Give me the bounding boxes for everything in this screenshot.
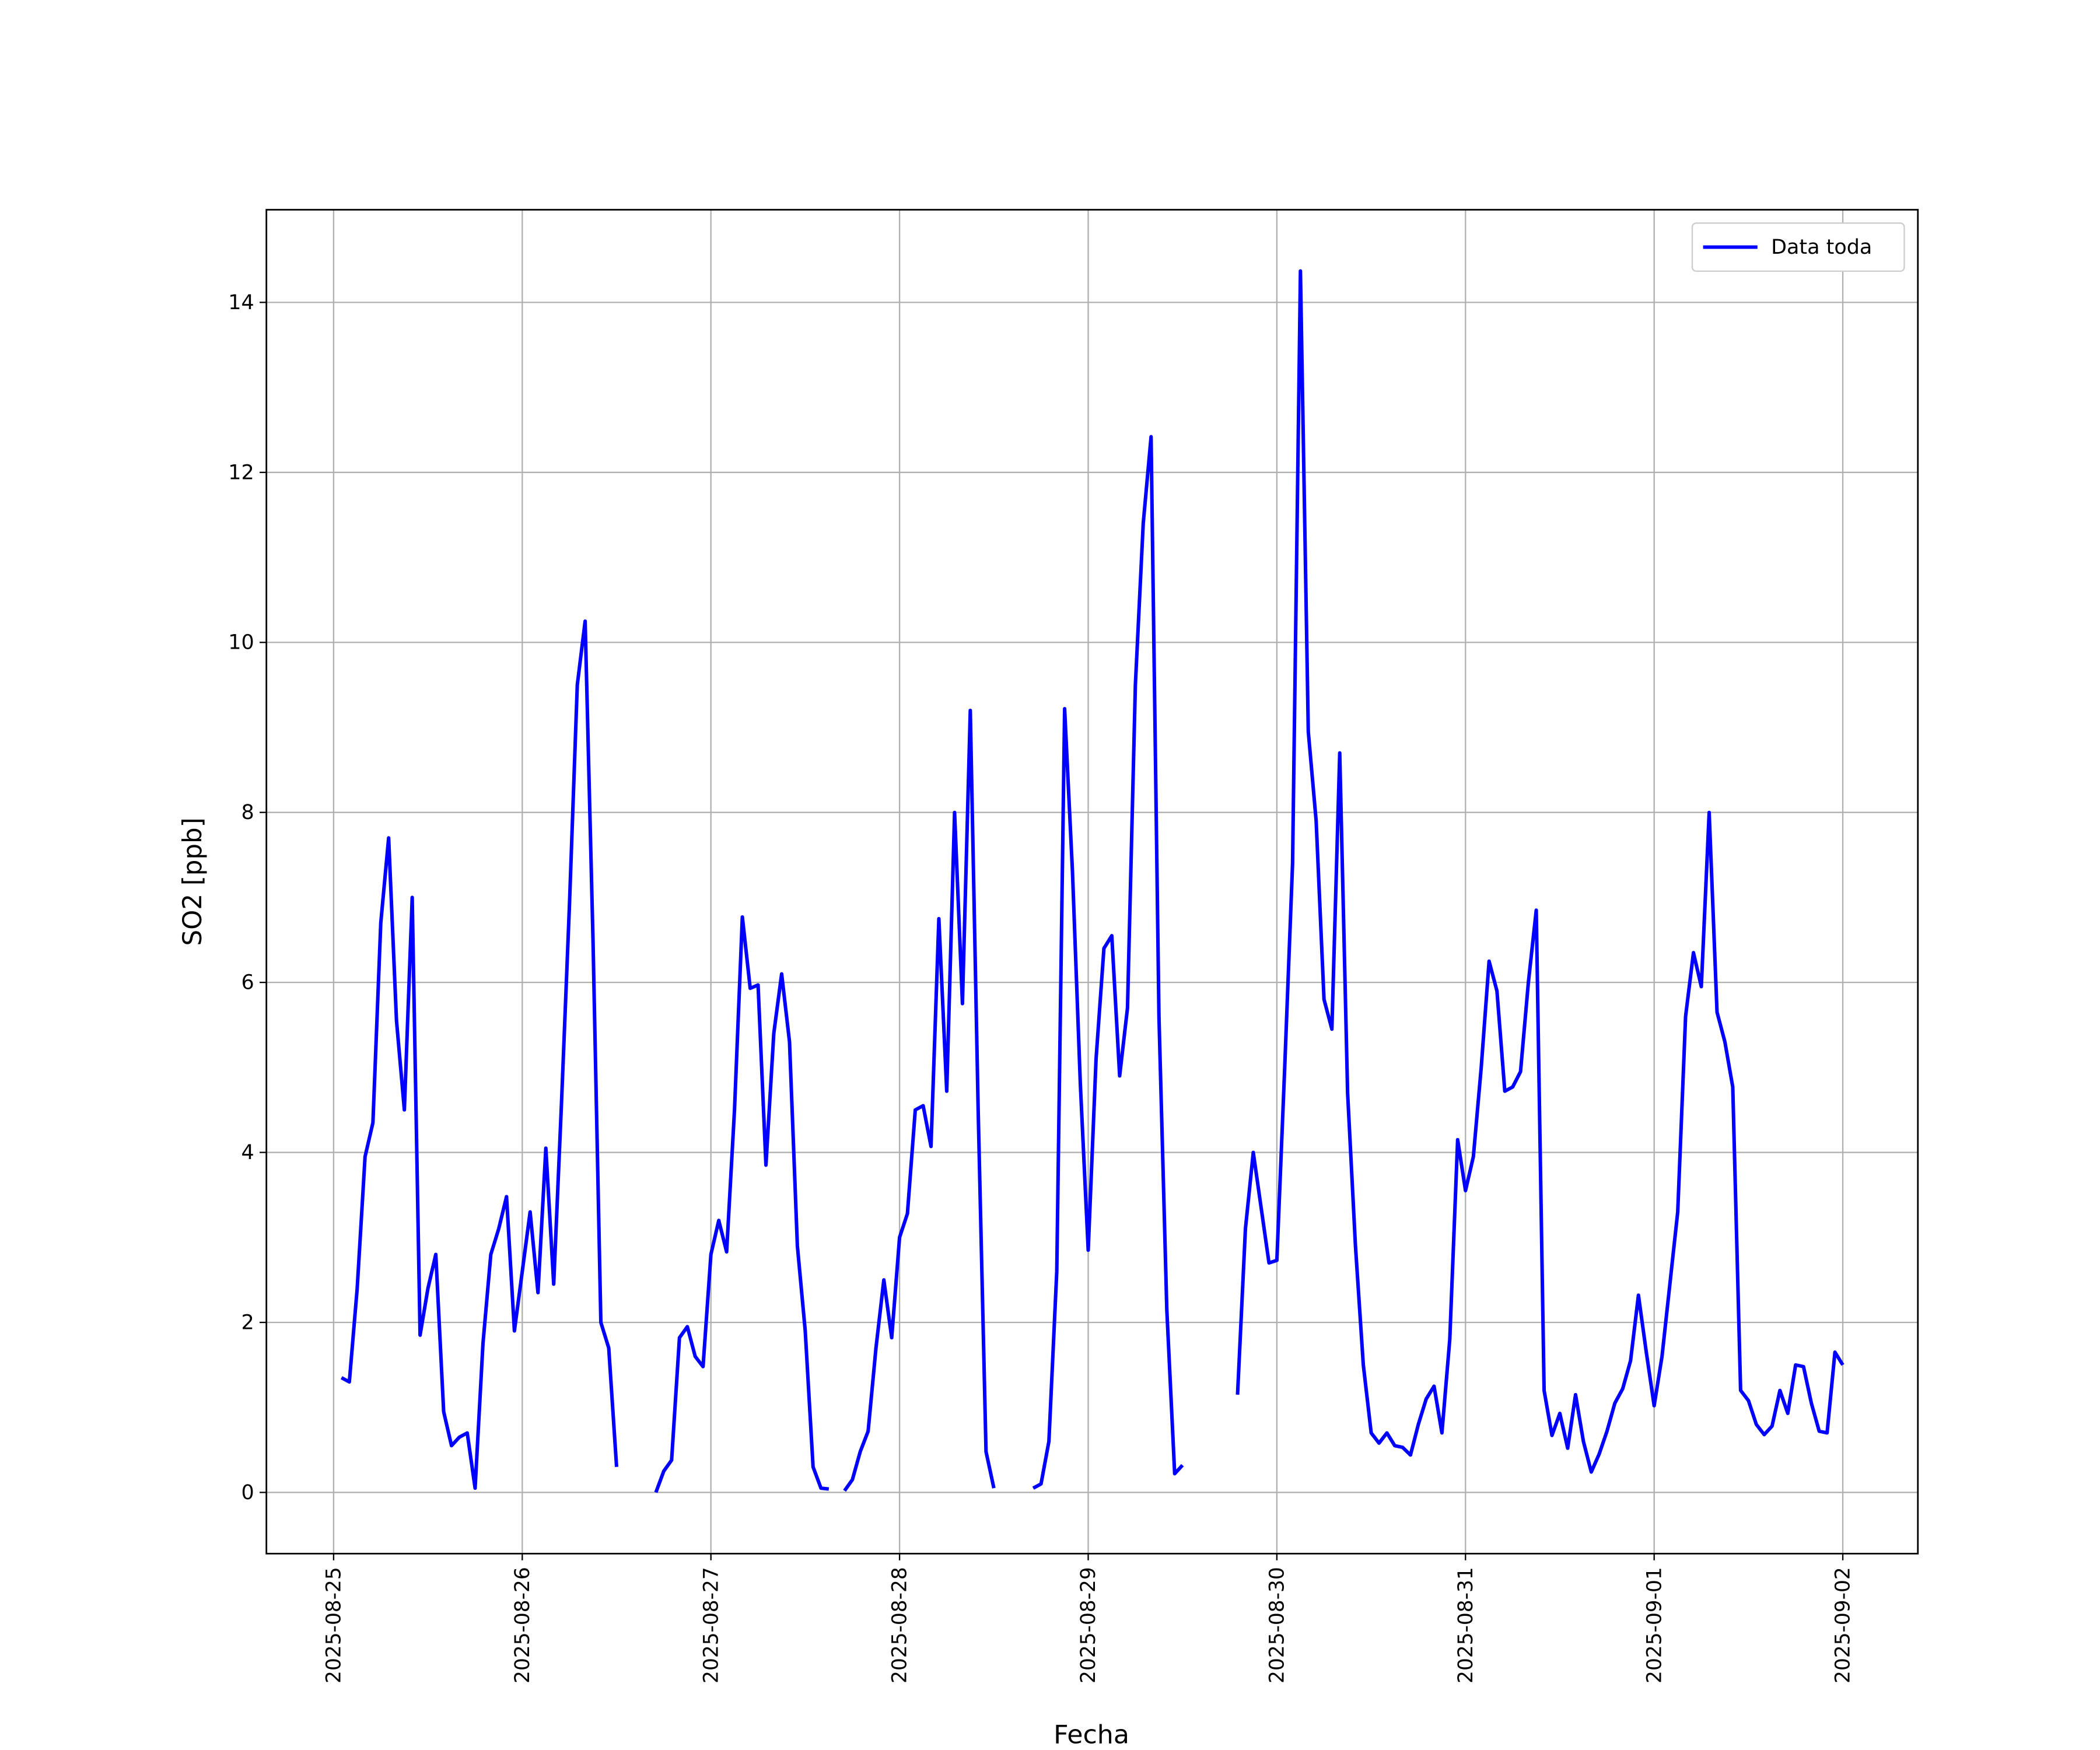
- y-tick-label: 10: [228, 631, 254, 654]
- x-tick-label: 2025-08-29: [1077, 1567, 1100, 1684]
- x-tick-label: 2025-08-26: [511, 1567, 534, 1684]
- legend-label: Data toda: [1771, 236, 1872, 259]
- plot-frame: [265, 209, 1919, 1555]
- y-axis-label: SO2 [ppb]: [178, 817, 208, 946]
- y-tick-label: 2: [241, 1311, 254, 1335]
- x-tick-label: 2025-08-28: [888, 1567, 911, 1684]
- y-tick-label: 0: [241, 1481, 254, 1504]
- x-axis-label: Fecha: [1054, 1720, 1129, 1750]
- x-tick-label: 2025-08-30: [1265, 1567, 1289, 1684]
- y-tick-label: 4: [241, 1141, 254, 1164]
- data-line: [340, 269, 1845, 1493]
- y-tick-label: 6: [241, 971, 254, 995]
- x-tick-label: 2025-09-02: [1831, 1567, 1854, 1684]
- y-tick-label: 8: [241, 801, 254, 824]
- x-tick-label: 2025-08-25: [322, 1567, 345, 1684]
- legend-box: [1691, 222, 1905, 272]
- x-tick-label: 2025-09-01: [1643, 1567, 1666, 1684]
- x-tick-label: 2025-08-31: [1454, 1567, 1478, 1684]
- x-tick-label: 2025-08-27: [699, 1567, 723, 1684]
- y-tick-label: 14: [228, 291, 254, 314]
- y-tick-label: 12: [228, 461, 254, 485]
